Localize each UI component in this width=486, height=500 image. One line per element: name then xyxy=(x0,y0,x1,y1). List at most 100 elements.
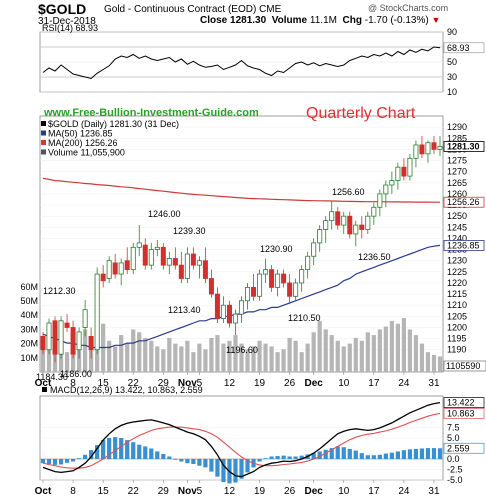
volume-bar xyxy=(335,340,340,372)
volume-bar xyxy=(221,343,226,372)
price-value-box xyxy=(443,196,485,208)
macd-histogram-bar xyxy=(197,459,202,466)
candle-body xyxy=(118,262,124,275)
volume-bar xyxy=(371,335,376,372)
volume-bar xyxy=(413,335,419,372)
price-y-tick-label: 1260 xyxy=(447,189,467,199)
volume-tick-label: 20M xyxy=(20,339,38,349)
volume-bar xyxy=(46,346,52,372)
price-y-tick-label: 1205 xyxy=(447,311,467,321)
price-x-tick-label: 10 xyxy=(338,378,350,389)
macd-histogram-bar xyxy=(143,446,148,459)
price-legend-ma50: MA(50) 1236.85 xyxy=(48,129,113,139)
chg-label: Chg xyxy=(342,15,362,26)
macd-x-tick-label: 31 xyxy=(428,486,440,497)
volume-label: Volume xyxy=(271,15,308,26)
price-value-label: 1236.85 xyxy=(447,240,480,250)
candle-body xyxy=(365,215,371,230)
volume-bar xyxy=(245,349,250,372)
macd-x-tick-label: 24 xyxy=(398,486,410,497)
volume-bar xyxy=(131,329,136,372)
volume-bar xyxy=(203,349,208,372)
symbol-title: $GOLD xyxy=(38,1,87,17)
volume-tick-label: 30M xyxy=(20,324,38,334)
volume-tick-label: 10M xyxy=(20,353,38,363)
macd-histogram-bar xyxy=(52,459,58,465)
volume-value: 11.1M xyxy=(309,15,337,26)
price-point-label: 1236.50 xyxy=(358,252,391,262)
macd-histogram-bar xyxy=(46,459,52,465)
macd-x-tick-label: 5 xyxy=(197,486,203,497)
macd-x-tick-label: 8 xyxy=(70,486,76,497)
candle-body xyxy=(196,260,202,266)
macd-line xyxy=(42,401,441,478)
chart-date: 31-Dec-2018 xyxy=(38,16,96,27)
macd-histogram-bar xyxy=(323,449,328,459)
price-y-tick-label: 1265 xyxy=(447,178,467,188)
price-legend-swatch xyxy=(41,121,46,126)
down-arrow-icon: ▼ xyxy=(431,15,441,25)
candle-body xyxy=(124,260,130,270)
volume-bar xyxy=(353,337,358,372)
price-value-label: 1256.26 xyxy=(447,197,480,207)
volume-bar xyxy=(233,335,238,372)
macd-y-tick-label: 5.0 xyxy=(447,433,460,443)
candle-body xyxy=(106,260,112,279)
price-x-tick-label: 19 xyxy=(254,378,266,389)
price-y-tick-label: 1290 xyxy=(447,122,467,132)
candle-body xyxy=(269,269,275,288)
price-y-tick-label: 1220 xyxy=(447,278,467,288)
candle-body xyxy=(395,166,401,181)
macd-histogram-bar xyxy=(419,448,425,459)
macd-x-tick-label: 10 xyxy=(338,486,350,497)
volume-bar xyxy=(179,346,184,372)
macd-histogram-bar xyxy=(203,459,208,468)
price-point-label: 1184.30 xyxy=(36,372,68,382)
price-legend-volume: Volume 11,055,900 xyxy=(48,148,125,158)
volume-bar xyxy=(305,343,310,372)
volume-bar xyxy=(215,335,220,372)
price-point-label: 1239.30 xyxy=(173,226,206,236)
close-value: 1281.30 xyxy=(230,15,267,26)
price-legend-swatch xyxy=(41,149,46,155)
macd-histogram-bar xyxy=(293,456,298,459)
macd-histogram-bar xyxy=(173,459,178,460)
macd-histogram-bar xyxy=(245,459,250,473)
price-legend-gold: $GOLD (Daily) 1281.30 (31 Dec) xyxy=(48,119,179,129)
macd-histogram-bar xyxy=(341,447,346,459)
price-point-label: 1196.60 xyxy=(226,345,258,355)
candle-body xyxy=(184,253,190,279)
candle-body xyxy=(311,242,317,257)
candle-body xyxy=(94,273,100,351)
rsi-y-tick-label: 10 xyxy=(447,87,457,97)
macd-x-tick-label: 22 xyxy=(128,486,140,497)
candle-body xyxy=(142,244,148,266)
macd-value-box xyxy=(443,408,485,419)
volume-bar xyxy=(365,332,370,372)
volume-bar xyxy=(323,329,328,372)
candle-body xyxy=(323,220,329,230)
macd-histogram-bar xyxy=(335,446,340,459)
macd-x-tick-label: Oct xyxy=(35,486,52,497)
macd-x-tick-label: 15 xyxy=(98,486,110,497)
candle-body xyxy=(377,193,383,208)
volume-bar xyxy=(275,352,280,372)
candle-body xyxy=(305,255,311,270)
macd-histogram-bar xyxy=(161,453,166,459)
macd-histogram-bar xyxy=(377,454,382,459)
candle-body xyxy=(317,229,323,244)
candle-body xyxy=(238,300,245,315)
volume-bar xyxy=(383,326,388,372)
macd-histogram-bar xyxy=(113,437,118,459)
rsi-line xyxy=(42,46,441,80)
macd-histogram-bar xyxy=(167,456,172,459)
candle-body xyxy=(407,157,413,177)
macd-value-box xyxy=(443,397,485,408)
volume-bar xyxy=(161,349,166,372)
copyright-text: @ StockCharts.com xyxy=(368,3,449,13)
volume-bar xyxy=(167,337,172,372)
macd-histogram-bar xyxy=(311,453,316,459)
macd-histogram-bar xyxy=(257,459,262,462)
macd-histogram-bar xyxy=(299,455,304,459)
